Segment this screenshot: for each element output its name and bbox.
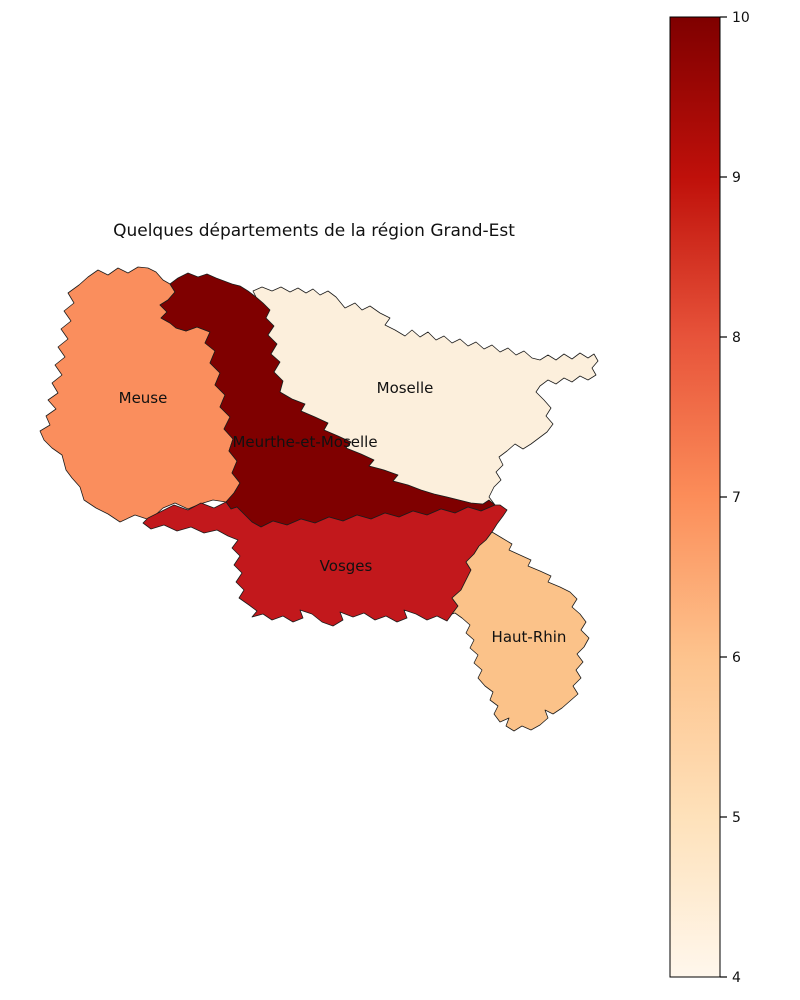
colorbar-tick-label-4: 4 bbox=[732, 970, 741, 986]
colorbar: 10 9 8 7 6 5 4 bbox=[669, 10, 750, 986]
region-label-haut-rhin: Haut-Rhin bbox=[492, 628, 567, 646]
colorbar-gradient-bar bbox=[669, 16, 721, 978]
region-haut-rhin bbox=[451, 531, 590, 732]
colorbar-tick-label-6: 6 bbox=[732, 650, 741, 666]
region-label-meurthe-et-moselle: Meurthe-et-Moselle bbox=[232, 433, 377, 451]
colorbar-tick-label-7: 7 bbox=[732, 490, 741, 506]
figure-title: Quelques départements de la région Grand… bbox=[113, 221, 515, 241]
colorbar-tick-4: 4 bbox=[720, 970, 741, 986]
region-moselle bbox=[252, 286, 599, 506]
region-vosges bbox=[142, 501, 508, 627]
colorbar-tick-9: 9 bbox=[720, 170, 741, 186]
region-label-meuse: Meuse bbox=[119, 389, 168, 407]
colorbar-tick-label-9: 9 bbox=[732, 170, 741, 186]
region-label-vosges: Vosges bbox=[320, 557, 373, 575]
colorbar-tick-label-5: 5 bbox=[732, 810, 741, 826]
colorbar-tick-10: 10 bbox=[720, 10, 750, 26]
colorbar-tick-8: 8 bbox=[720, 330, 741, 346]
colorbar-tick-label-8: 8 bbox=[732, 330, 741, 346]
colorbar-tick-7: 7 bbox=[720, 490, 741, 506]
colorbar-tick-label-10: 10 bbox=[732, 10, 750, 26]
colorbar-tick-5: 5 bbox=[720, 810, 741, 826]
colorbar-tick-6: 6 bbox=[720, 650, 741, 666]
region-label-moselle: Moselle bbox=[377, 379, 434, 397]
